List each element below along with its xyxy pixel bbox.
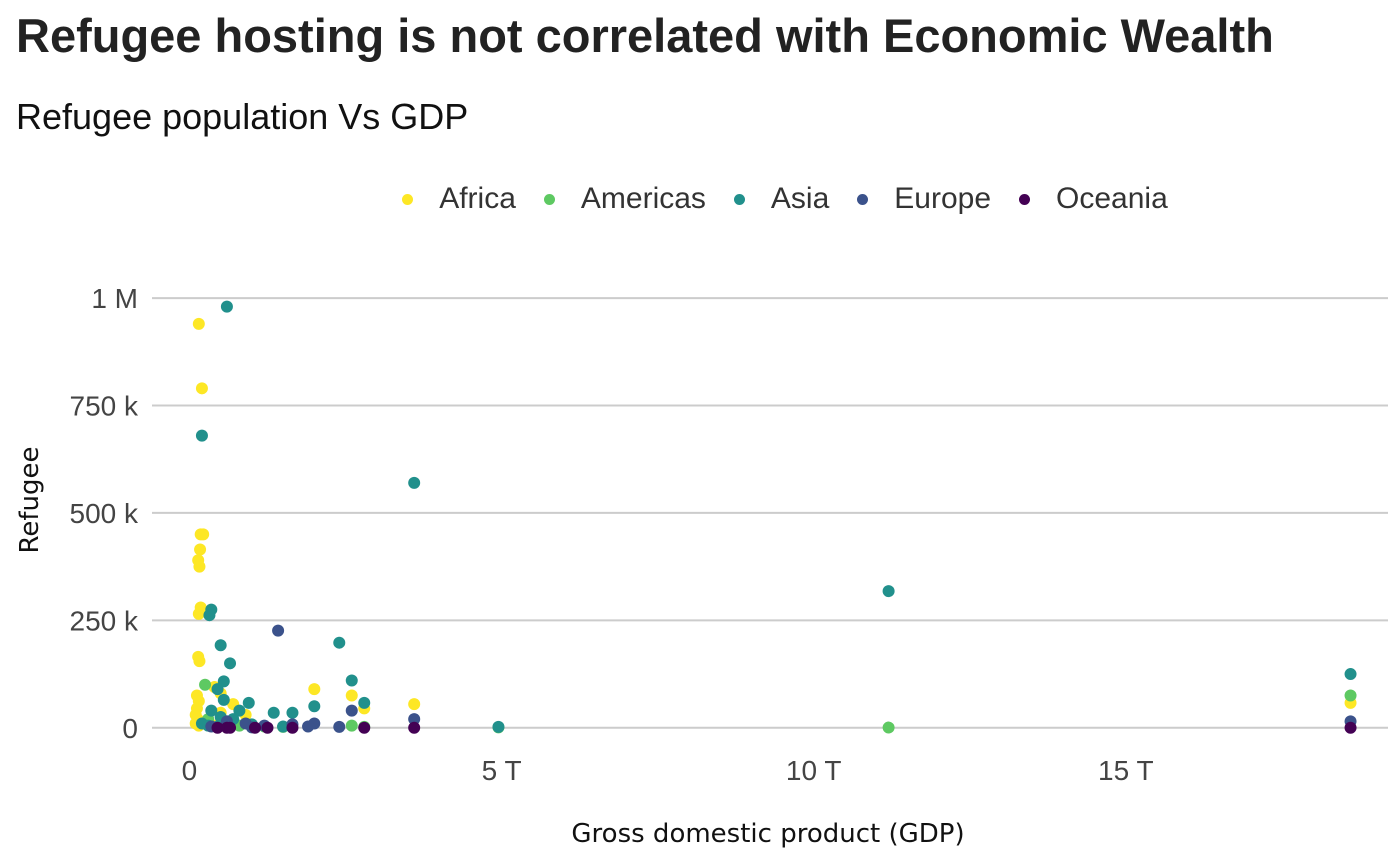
x-tick-label-10-t: 10 T: [786, 755, 842, 786]
legend-marker-asia: [733, 193, 745, 205]
y-tick-label-250-k: 250 k: [70, 605, 139, 636]
legend: Africa Americas Asia Europe Oceania: [0, 182, 1400, 216]
legend-marker-africa: [402, 193, 414, 205]
x-axis-title: Gross domestic product (GDP): [571, 819, 964, 849]
point-europe-11: [302, 720, 315, 733]
y-tick-label-1-m: 1 M: [91, 283, 138, 314]
legend-marker-americas: [543, 193, 555, 205]
point-asia-27: [492, 720, 505, 733]
point-europe-2: [408, 713, 421, 726]
y-tick-label-750-k: 750 k: [70, 391, 139, 422]
point-oceania-5: [286, 721, 299, 734]
x-tick-label-5-t: 5 T: [482, 755, 522, 786]
point-americas-9: [882, 721, 895, 734]
point-europe-8: [333, 720, 346, 733]
point-africa-0: [192, 317, 205, 330]
legend-label-africa: Africa: [439, 182, 516, 215]
point-americas-6: [345, 719, 358, 732]
point-americas-0: [199, 678, 212, 691]
legend-marker-europe: [857, 193, 869, 205]
grid-lines: [152, 297, 1388, 729]
legend-item-asia: Asia: [733, 182, 830, 216]
series-oceania: [211, 721, 1357, 734]
point-americas-10: [1344, 689, 1357, 702]
point-asia-11: [211, 683, 224, 696]
point-asia-6: [333, 636, 346, 649]
point-asia-26: [277, 720, 290, 733]
point-asia-14: [358, 696, 371, 709]
x-tick-label-0: 0: [182, 755, 198, 786]
x-axis-ticks: 0 5 T 10 T 15 T: [182, 755, 1154, 786]
point-africa-8: [192, 607, 205, 620]
point-africa-28: [408, 698, 421, 711]
x-tick-label-15-t: 15 T: [1098, 755, 1154, 786]
legend-item-oceania: Oceania: [1019, 182, 1168, 216]
point-oceania-8: [1344, 721, 1357, 734]
point-asia-15: [308, 700, 321, 713]
point-africa-6: [193, 560, 206, 573]
y-tick-label-0: 0: [122, 713, 138, 744]
point-asia-28: [1344, 668, 1357, 681]
y-axis-ticks: 0 250 k 500 k 750 k 1 M: [70, 283, 139, 744]
point-asia-17: [233, 704, 246, 717]
point-africa-25: [308, 683, 321, 696]
series-europe: [205, 624, 1357, 734]
point-africa-3: [197, 528, 210, 541]
point-africa-4: [194, 543, 207, 556]
point-asia-2: [408, 476, 421, 489]
legend-label-asia: Asia: [770, 182, 830, 215]
point-asia-0: [220, 300, 233, 313]
point-asia-13: [242, 696, 255, 709]
point-asia-18: [267, 706, 280, 719]
point-oceania-2: [224, 721, 237, 734]
legend-label-europe: Europe: [894, 182, 992, 215]
point-asia-7: [214, 639, 227, 652]
point-oceania-7: [408, 721, 421, 734]
point-africa-26: [345, 689, 358, 702]
point-asia-12: [217, 693, 230, 706]
data-points: [189, 300, 1357, 734]
point-europe-0: [272, 624, 285, 637]
legend-item-europe: Europe: [857, 182, 991, 216]
series-americas: [199, 678, 1357, 734]
chart-subtitle: Refugee population Vs GDP: [16, 96, 469, 137]
point-oceania-0: [211, 721, 224, 734]
point-africa-1: [195, 382, 208, 395]
legend-marker-oceania: [1019, 193, 1031, 205]
point-europe-1: [345, 704, 358, 717]
series-africa: [189, 317, 1357, 732]
point-asia-10: [345, 674, 358, 687]
point-asia-1: [195, 429, 208, 442]
y-axis-title: Refugee: [15, 446, 45, 553]
series-asia: [195, 300, 1357, 733]
point-oceania-6: [358, 721, 371, 734]
point-asia-16: [205, 704, 218, 717]
point-oceania-4: [261, 721, 274, 734]
point-asia-3: [882, 585, 895, 598]
legend-item-americas: Americas: [543, 182, 706, 216]
point-oceania-3: [249, 721, 261, 734]
legend-item-africa: Africa: [402, 182, 516, 216]
point-africa-10: [193, 655, 206, 668]
point-asia-8: [224, 657, 237, 670]
legend-label-oceania: Oceania: [1056, 182, 1168, 215]
chart-title: Refugee hosting is not correlated with E…: [16, 9, 1274, 62]
point-asia-19: [286, 706, 299, 719]
point-asia-5: [203, 609, 216, 622]
legend-label-americas: Americas: [580, 182, 706, 215]
y-tick-label-500-k: 500 k: [70, 498, 139, 529]
